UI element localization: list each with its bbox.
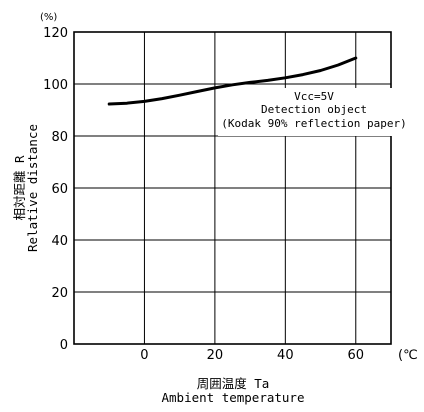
annotation-line-2: Detection object [261, 103, 367, 116]
x-tick-label-0: 0 [140, 348, 148, 363]
grid [74, 32, 391, 344]
y-axis-label-en: Relative distance [25, 124, 40, 252]
y-unit-label: (%) [40, 12, 57, 23]
annotation-background [218, 88, 410, 136]
y-tick-label-1: 20 [51, 286, 68, 301]
x-axis-label-en: Ambient temperature [162, 390, 305, 405]
annotation-line-3: (Kodak 90% reflection paper) [221, 117, 406, 130]
series-line [107, 56, 358, 106]
plot-frame [73, 31, 392, 345]
x-tick-label-1: 20 [207, 348, 224, 363]
y-tick-labels: 0 20 40 60 80 100 120 [43, 26, 68, 353]
y-tick-label-4: 80 [51, 130, 68, 145]
x-tick-label-3: 60 [348, 348, 365, 363]
y-tick-label-2: 40 [51, 234, 68, 249]
x-tick-labels: 0 20 40 60 [140, 348, 364, 363]
x-axis-label-jp: 周囲温度 Ta [197, 376, 270, 391]
x-tick-label-2: 40 [277, 348, 294, 363]
y-tick-label-3: 60 [51, 182, 68, 197]
annotation-line-1: Vcc=5V [294, 90, 334, 103]
y-tick-label-5: 100 [43, 78, 68, 93]
y-tick-label-0: 0 [60, 338, 68, 353]
y-tick-label-6: 120 [43, 26, 68, 41]
y-axis-label-jp: 相対距離 R [12, 155, 27, 221]
x-unit-label: (℃ [398, 348, 418, 363]
